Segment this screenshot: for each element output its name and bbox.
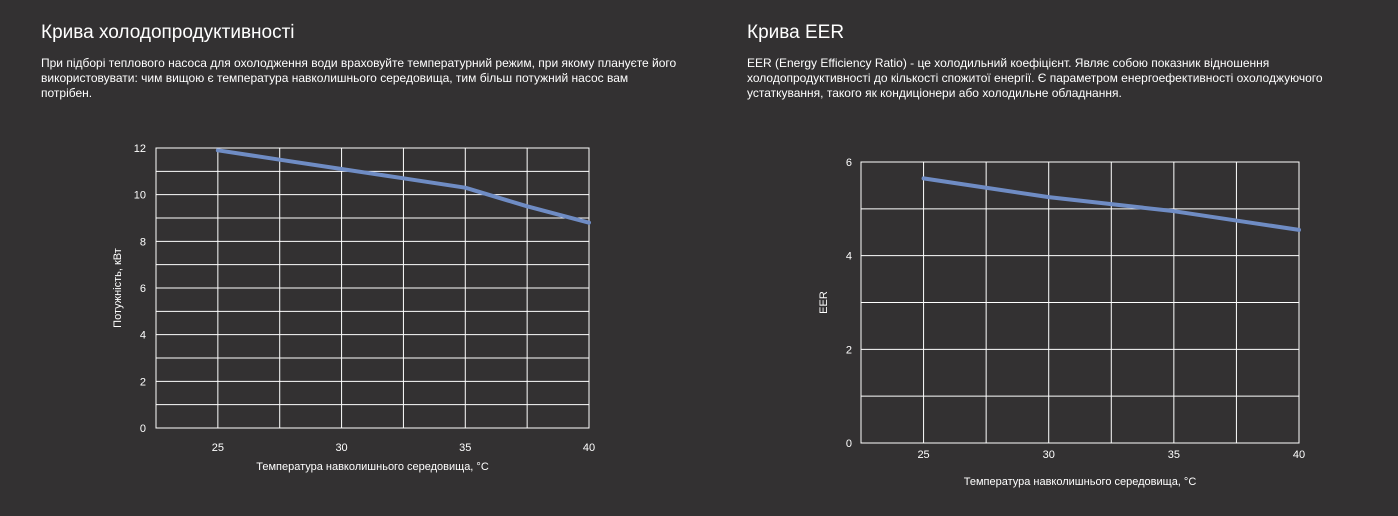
eer-y-tick-label: 4: [846, 251, 852, 263]
cooling-grid: [155, 147, 590, 429]
cooling-plot-frame: [155, 147, 590, 429]
cooling-capacity-panel: Крива холодопродуктивності При підборі т…: [41, 22, 677, 100]
eer-chart: 0 2 4 6 25 30 35 40 Температура навколишнього се…: [818, 157, 1305, 488]
eer-title: Крива EER: [747, 22, 845, 43]
cooling-x-tick-label: 40: [583, 442, 595, 454]
cooling-x-tick-label: 30: [335, 442, 347, 454]
eer-x-tick-label: 40: [1293, 449, 1305, 461]
cooling-y-tick-label: 10: [134, 190, 146, 202]
eer-description: EER (Energy Efficiency Ratio) - це холод…: [747, 56, 1323, 100]
cooling-y-axis-label: Потужність, кВт: [112, 248, 124, 328]
cooling-y-tick-label: 4: [140, 330, 146, 342]
eer-panel: Крива EER EER (Energy Efficiency Ratio) …: [699, 0, 1398, 516]
eer-plot-frame: [860, 161, 1300, 444]
cooling-capacity-description: При підборі теплового насоса для охолодж…: [41, 56, 677, 100]
cooling-series-line: [215, 148, 591, 225]
eer-series-line: [921, 176, 1301, 232]
cooling-y-tick-label: 0: [140, 423, 146, 435]
cooling-x-axis-label: Температура навколишнього середовища, °C: [256, 461, 489, 473]
cooling-x-tick-label: 35: [459, 442, 471, 454]
eer-y-tick-label: 2: [846, 344, 852, 356]
eer-x-tick-label: 35: [1168, 449, 1180, 461]
eer-x-axis-label: Температура навколишнього середовища, °C: [964, 476, 1197, 488]
eer-grid: [860, 161, 1300, 444]
cooling-capacity-title: Крива холодопродуктивності: [41, 22, 295, 43]
eer-y-tick-label: 6: [846, 157, 852, 169]
eer-y-axis-label: EER: [818, 291, 830, 314]
cooling-y-tick-label: 6: [140, 283, 146, 295]
eer-x-tick-label: 30: [1043, 449, 1055, 461]
cooling-y-tick-label: 2: [140, 376, 146, 388]
cooling-x-tick-label: 25: [212, 442, 224, 454]
eer-x-tick-label: 25: [917, 449, 929, 461]
eer-y-tick-label: 0: [846, 438, 852, 450]
cooling-y-tick-label: 12: [134, 143, 146, 155]
cooling-capacity-chart: 0 2 4 6 8 10 12 25 30 35 40 Температура навколишньо…: [112, 143, 595, 473]
cooling-y-tick-label: 8: [140, 236, 146, 248]
